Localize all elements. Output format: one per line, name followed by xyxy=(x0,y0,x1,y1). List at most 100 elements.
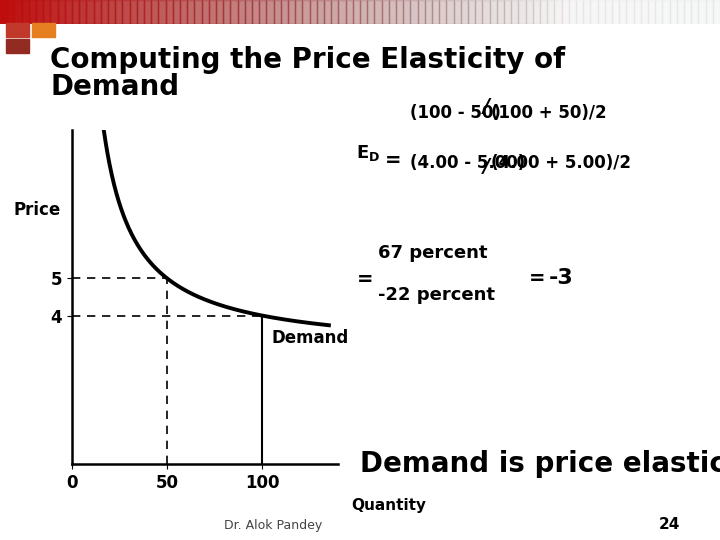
Bar xyxy=(540,0,547,24)
Bar xyxy=(288,0,295,24)
Bar xyxy=(101,0,108,24)
Bar xyxy=(562,0,569,24)
Bar xyxy=(454,0,461,24)
Bar xyxy=(194,0,202,24)
Bar xyxy=(115,0,122,24)
Text: 67 percent: 67 percent xyxy=(378,244,487,262)
Bar xyxy=(626,0,634,24)
Bar xyxy=(86,0,94,24)
Bar xyxy=(497,0,504,24)
Bar xyxy=(94,0,101,24)
Bar xyxy=(432,0,439,24)
Bar xyxy=(418,0,425,24)
Bar xyxy=(274,0,281,24)
Bar xyxy=(245,0,252,24)
Bar xyxy=(346,0,353,24)
Text: /: / xyxy=(482,97,490,116)
Text: Demand: Demand xyxy=(50,73,179,101)
Bar xyxy=(6,39,29,53)
Bar xyxy=(209,0,216,24)
Bar xyxy=(7,0,14,24)
Text: (4.00 - 5.00): (4.00 - 5.00) xyxy=(410,154,526,172)
Bar xyxy=(130,0,137,24)
Bar xyxy=(461,0,468,24)
Bar xyxy=(338,0,346,24)
Bar xyxy=(58,0,65,24)
Bar xyxy=(641,0,648,24)
Bar xyxy=(511,0,518,24)
Bar xyxy=(295,0,302,24)
Bar xyxy=(634,0,641,24)
Bar xyxy=(180,0,187,24)
Bar xyxy=(446,0,454,24)
Text: Demand is price elastic: Demand is price elastic xyxy=(360,450,720,478)
Bar xyxy=(403,0,410,24)
Bar xyxy=(65,0,72,24)
Bar xyxy=(526,0,533,24)
Bar xyxy=(36,0,43,24)
Bar xyxy=(382,0,389,24)
Bar xyxy=(187,0,194,24)
Bar xyxy=(259,0,266,24)
Text: Computing the Price Elasticity of: Computing the Price Elasticity of xyxy=(50,46,566,74)
Bar xyxy=(137,0,144,24)
Bar xyxy=(569,0,576,24)
Bar xyxy=(439,0,446,24)
Bar xyxy=(619,0,626,24)
Text: (4.00 + 5.00)/2: (4.00 + 5.00)/2 xyxy=(491,154,631,172)
Bar xyxy=(367,0,374,24)
Bar xyxy=(648,0,655,24)
Bar xyxy=(122,0,130,24)
Bar xyxy=(684,0,691,24)
Bar xyxy=(677,0,684,24)
Bar xyxy=(554,0,562,24)
Bar xyxy=(612,0,619,24)
Text: Quantity: Quantity xyxy=(351,498,427,513)
Bar xyxy=(0,0,7,24)
Bar xyxy=(655,0,662,24)
Bar xyxy=(374,0,382,24)
Text: Price: Price xyxy=(14,201,60,219)
Bar xyxy=(223,0,230,24)
Bar xyxy=(670,0,677,24)
Bar xyxy=(533,0,540,24)
Text: Dr. Alok Pandey: Dr. Alok Pandey xyxy=(225,519,323,532)
Text: Demand: Demand xyxy=(271,329,349,347)
Bar xyxy=(151,0,158,24)
Bar xyxy=(302,0,310,24)
Bar xyxy=(353,0,360,24)
Bar xyxy=(425,0,432,24)
Bar xyxy=(173,0,180,24)
Bar xyxy=(266,0,274,24)
Bar xyxy=(29,0,36,24)
Bar xyxy=(590,0,598,24)
Bar xyxy=(14,0,22,24)
Bar xyxy=(389,0,396,24)
Bar xyxy=(468,0,475,24)
Bar xyxy=(281,0,288,24)
Bar xyxy=(202,0,209,24)
Bar xyxy=(576,0,583,24)
Text: -3: -3 xyxy=(549,268,573,288)
Bar xyxy=(410,0,418,24)
Text: (100 - 50): (100 - 50) xyxy=(410,104,501,122)
Bar xyxy=(698,0,706,24)
Bar xyxy=(166,0,173,24)
Text: /: / xyxy=(482,157,490,176)
Bar xyxy=(79,0,86,24)
Bar xyxy=(504,0,511,24)
Bar xyxy=(598,0,605,24)
Bar xyxy=(144,0,151,24)
Bar xyxy=(605,0,612,24)
Bar xyxy=(324,0,331,24)
Bar xyxy=(22,0,29,24)
Text: =: = xyxy=(385,151,402,170)
Bar xyxy=(547,0,554,24)
Bar xyxy=(252,0,259,24)
Bar xyxy=(475,0,482,24)
Bar xyxy=(691,0,698,24)
Bar xyxy=(310,0,317,24)
Bar xyxy=(482,0,490,24)
Text: (100 + 50)/2: (100 + 50)/2 xyxy=(491,104,607,122)
Bar xyxy=(706,0,713,24)
